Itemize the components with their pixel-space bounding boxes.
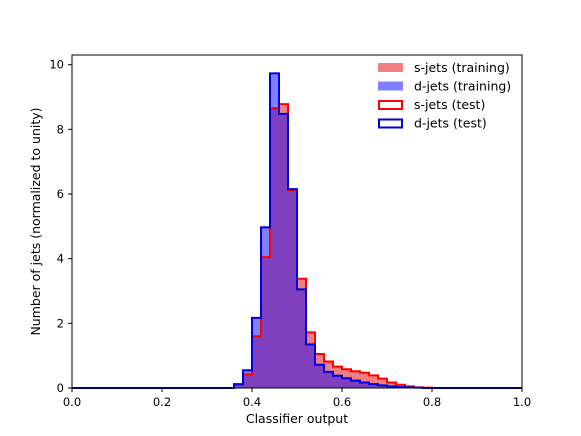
bar-overlap xyxy=(333,375,342,388)
bar-s-jets-training xyxy=(324,362,333,372)
y-tick-label: 2 xyxy=(57,316,64,330)
bar-s-jets-training xyxy=(315,354,324,365)
y-tick-label: 4 xyxy=(57,252,64,266)
legend-swatch xyxy=(378,118,403,129)
y-tick-label: 0 xyxy=(57,381,64,395)
bar-d-jets-training xyxy=(270,74,279,107)
bar-d-jets-training xyxy=(243,370,252,375)
legend-label: d-jets (test) xyxy=(414,116,487,131)
legend-swatch xyxy=(378,63,403,72)
bar-overlap xyxy=(234,384,243,388)
bar-s-jets-training xyxy=(369,375,378,385)
plot-frame xyxy=(71,54,523,389)
bar-s-jets-training xyxy=(378,378,387,386)
x-axis: 0.0 0.2 0.4 0.6 0.8 1.0 xyxy=(63,388,531,409)
bar-overlap xyxy=(288,190,297,388)
bar-overlap xyxy=(351,380,360,388)
x-tick-label: 0.4 xyxy=(243,395,261,409)
bar-overlap xyxy=(279,113,288,388)
bar-overlap xyxy=(360,382,369,388)
bar-s-jets-training xyxy=(360,373,369,383)
y-tick-label: 6 xyxy=(57,187,64,201)
x-tick-label: 0.0 xyxy=(63,395,81,409)
y-tick-label: 8 xyxy=(57,122,64,136)
x-tick-label: 1.0 xyxy=(513,395,531,409)
x-axis-label: Classifier output xyxy=(246,411,348,426)
x-tick-label: 0.8 xyxy=(423,395,441,409)
bar-overlap xyxy=(261,257,270,388)
legend-label: s-jets (training) xyxy=(414,60,510,75)
bar-overlap xyxy=(342,378,351,388)
bar-overlap xyxy=(324,371,333,388)
bar-s-jets-training xyxy=(342,369,351,379)
bar-overlap xyxy=(297,289,306,388)
legend-swatch xyxy=(378,100,403,110)
legend: s-jets (training) d-jets (training) s-jets… xyxy=(378,60,511,131)
bar-overlap xyxy=(270,106,279,389)
bar-s-jets-training xyxy=(279,103,288,114)
legend-label: d-jets (training) xyxy=(414,79,511,94)
bar-overlap xyxy=(243,374,252,388)
bar-overlap xyxy=(252,336,261,388)
bar-d-jets-training xyxy=(252,318,261,337)
legend-swatch xyxy=(378,81,403,91)
y-tick-label: 10 xyxy=(49,58,64,72)
y-axis: 0 2 4 6 8 10 xyxy=(49,58,72,395)
bar-s-jets-training xyxy=(396,384,405,388)
bar-s-jets-training xyxy=(333,366,342,376)
bar-overlap xyxy=(315,364,324,388)
y-axis-label: Number of jets (normalized to unity) xyxy=(28,107,43,335)
legend-label: s-jets (test) xyxy=(414,97,485,112)
bar-d-jets-training xyxy=(261,226,270,258)
bar-overlap xyxy=(378,385,387,388)
x-tick-label: 0.2 xyxy=(153,395,171,409)
bar-s-jets-training xyxy=(297,279,306,290)
bar-s-jets-training xyxy=(306,333,315,345)
bar-overlap xyxy=(369,384,378,388)
bar-s-jets-training xyxy=(351,371,360,381)
bar-s-jets-training xyxy=(387,382,396,387)
x-tick-label: 0.6 xyxy=(333,395,351,409)
bar-overlap xyxy=(306,344,315,388)
